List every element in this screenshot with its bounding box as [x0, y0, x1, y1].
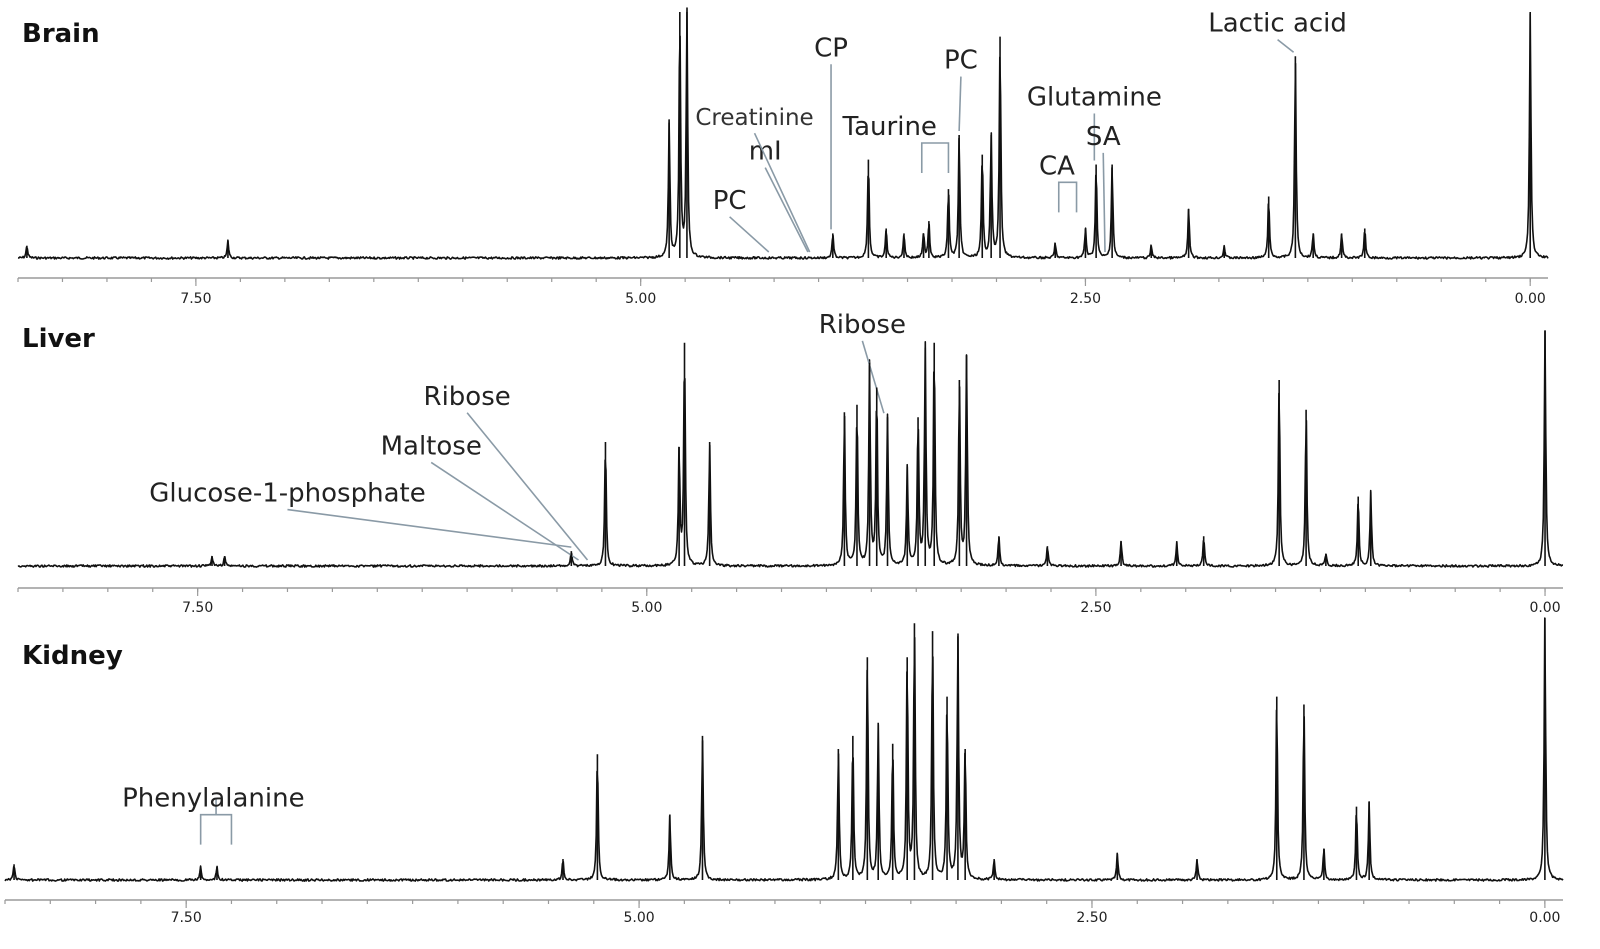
brain-annotation-label: Lactic acid	[1208, 9, 1347, 39]
brain-annotation-leader	[958, 76, 962, 132]
liver-tick-label: 7.50	[182, 600, 213, 616]
brain-annotation-label: Glutamine	[1027, 82, 1162, 112]
brain-annotation-label: mI	[749, 137, 782, 167]
liver-panel-title: Liver	[22, 324, 95, 354]
liver-annotation-leader	[861, 340, 885, 414]
brain-annotation-leader	[753, 132, 811, 253]
liver-annotation-label: Ribose	[424, 382, 511, 412]
brain-annotation-bracket	[1057, 181, 1078, 213]
kidney-spectrum-line	[4, 617, 1564, 882]
liver-annotation-leader	[287, 508, 572, 548]
brain-annotation-leader	[1102, 152, 1106, 253]
brain-annotation-label: PC	[944, 46, 978, 76]
kidney-tick-label: 2.50	[1076, 910, 1107, 926]
brain-tick-label: 2.50	[1070, 291, 1101, 307]
brain-panel: Brain 7.50 5.00 2.50 0.00 PCmICreatinineCPT…	[17, 7, 1549, 307]
brain-annotation-label: CA	[1039, 151, 1075, 181]
liver-annotation-label: Ribose	[819, 310, 906, 340]
kidney-tick-label: 5.00	[623, 910, 654, 926]
liver-spectrum-line	[17, 330, 1564, 568]
brain-annotation-label: Creatinine	[695, 105, 813, 131]
liver-tick-label: 5.00	[631, 600, 662, 616]
brain-annotation-label: Taurine	[842, 112, 937, 142]
brain-spectrum-line	[17, 7, 1549, 260]
liver-annotation-leader	[430, 461, 579, 561]
liver-annotation-label: Glucose-1-phosphate	[149, 479, 425, 509]
brain-annotation-label: PC	[713, 186, 747, 216]
liver-annotation-leader	[466, 412, 589, 561]
brain-annotation-leader	[1277, 39, 1295, 53]
brain-annotation-leader	[764, 167, 809, 253]
kidney-annotation-label: Phenylalanine	[122, 784, 305, 814]
kidney-panel-title: Kidney	[22, 641, 123, 671]
kidney-panel: Kidney 7.50 5.00 2.50 0.00 Phenylalanine	[4, 617, 1564, 926]
brain-tick-label: 0.00	[1515, 291, 1546, 307]
brain-panel-title: Brain	[22, 19, 100, 49]
liver-tick-label: 2.50	[1080, 600, 1111, 616]
brain-annotation-bracket	[920, 142, 950, 173]
brain-annotation-label: SA	[1086, 122, 1121, 152]
kidney-tick-label: 0.00	[1529, 910, 1560, 926]
kidney-tick-label: 7.50	[171, 910, 202, 926]
kidney-annotations: Phenylalanine	[122, 784, 305, 845]
kidney-annotation-bracket	[199, 813, 233, 845]
brain-tick-label: 7.50	[180, 291, 211, 307]
brain-tick-label: 5.00	[625, 291, 656, 307]
brain-x-ticks: 7.50 5.00 2.50 0.00	[17, 278, 1546, 307]
liver-panel: Liver 7.50 5.00 2.50 0.00 Glucose-1-phospha…	[17, 310, 1564, 616]
brain-annotations: PCmICreatinineCPTaurinePCGlutamineCASALa…	[695, 9, 1347, 253]
brain-annotation-leader	[729, 216, 770, 253]
brain-annotation-label: CP	[814, 33, 848, 63]
kidney-x-ticks: 7.50 5.00 2.50 0.00	[4, 900, 1560, 926]
liver-x-ticks: 7.50 5.00 2.50 0.00	[17, 588, 1561, 616]
liver-annotations: Glucose-1-phosphate Maltose Ribose Ribose	[149, 310, 906, 561]
liver-tick-label: 0.00	[1529, 600, 1560, 616]
liver-annotation-label: Maltose	[381, 431, 482, 461]
